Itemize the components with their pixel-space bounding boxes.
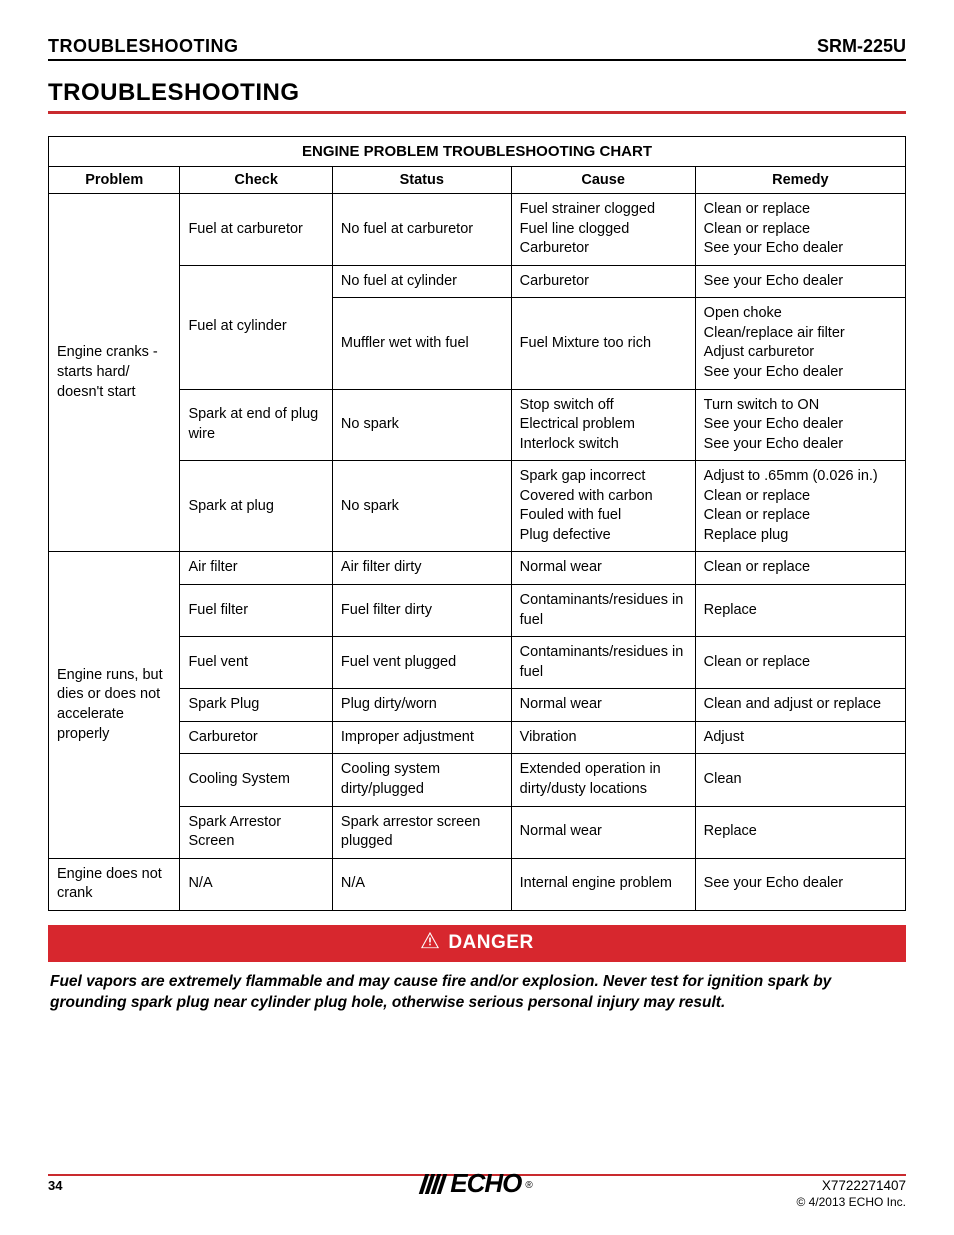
- header-section: TROUBLESHOOTING: [48, 36, 239, 57]
- cell-cause: Vibration: [511, 721, 695, 754]
- cell-status: Improper adjustment: [332, 721, 511, 754]
- table-header-row: Problem Check Status Cause Remedy: [49, 167, 906, 194]
- danger-text: Fuel vapors are extremely flammable and …: [48, 972, 906, 1014]
- cell-cause: Normal wear: [511, 806, 695, 858]
- cell-check: Fuel at carburetor: [180, 194, 332, 266]
- logo-stripes-icon: [419, 1174, 449, 1194]
- cell-status: Fuel filter dirty: [332, 585, 511, 637]
- table-row: Engine does not crankN/AN/AInternal engi…: [49, 858, 906, 910]
- cell-cause: Fuel Mixture too rich: [511, 298, 695, 389]
- cell-status: N/A: [332, 858, 511, 910]
- cell-check: Spark Plug: [180, 689, 332, 722]
- troubleshooting-table: ENGINE PROBLEM TROUBLESHOOTING CHART Pro…: [48, 136, 906, 911]
- cell-status: Spark arrestor screen plugged: [332, 806, 511, 858]
- cell-cause: Fuel strainer cloggedFuel line cloggedCa…: [511, 194, 695, 266]
- cell-status: Air filter dirty: [332, 552, 511, 585]
- cell-remedy: Clean: [695, 754, 905, 806]
- col-header-check: Check: [180, 167, 332, 194]
- cell-problem: Engine runs, but dies or does not accele…: [49, 552, 180, 858]
- cell-remedy: Clean and adjust or replace: [695, 689, 905, 722]
- cell-status: No spark: [332, 461, 511, 552]
- danger-label: DANGER: [448, 932, 533, 954]
- table-row: Engine cranks - starts hard/ doesn't sta…: [49, 194, 906, 266]
- cell-status: No spark: [332, 389, 511, 461]
- cell-remedy: See your Echo dealer: [695, 858, 905, 910]
- cell-check: Fuel vent: [180, 637, 332, 689]
- cell-check: Spark at end of plug wire: [180, 389, 332, 461]
- cell-status: Cooling system dirty/plugged: [332, 754, 511, 806]
- cell-check: Carburetor: [180, 721, 332, 754]
- cell-status: Fuel vent plugged: [332, 637, 511, 689]
- cell-remedy: Open chokeClean/replace air filterAdjust…: [695, 298, 905, 389]
- cell-check: N/A: [180, 858, 332, 910]
- page-header: TROUBLESHOOTING SRM-225U: [48, 36, 906, 61]
- col-header-remedy: Remedy: [695, 167, 905, 194]
- warning-icon: [420, 931, 440, 955]
- table-row: Engine runs, but dies or does not accele…: [49, 552, 906, 585]
- col-header-cause: Cause: [511, 167, 695, 194]
- cell-remedy: Replace: [695, 585, 905, 637]
- logo-text: ECHO: [450, 1168, 521, 1199]
- cell-remedy: Turn switch to ONSee your Echo dealerSee…: [695, 389, 905, 461]
- echo-logo: ECHO ®: [422, 1168, 532, 1199]
- section-title: TROUBLESHOOTING: [48, 79, 906, 114]
- danger-banner: DANGER: [48, 925, 906, 962]
- cell-remedy: Replace: [695, 806, 905, 858]
- cell-check: Air filter: [180, 552, 332, 585]
- cell-status: No fuel at carburetor: [332, 194, 511, 266]
- cell-check: Fuel filter: [180, 585, 332, 637]
- cell-cause: Stop switch offElectrical problemInterlo…: [511, 389, 695, 461]
- cell-cause: Spark gap incorrectCovered with carbonFo…: [511, 461, 695, 552]
- cell-cause: Internal engine problem: [511, 858, 695, 910]
- header-model: SRM-225U: [817, 36, 906, 57]
- cell-remedy: Clean or replace: [695, 552, 905, 585]
- cell-remedy: Adjust: [695, 721, 905, 754]
- cell-remedy: Clean or replaceClean or replaceSee your…: [695, 194, 905, 266]
- cell-cause: Carburetor: [511, 265, 695, 298]
- cell-status: No fuel at cylinder: [332, 265, 511, 298]
- page-footer: ECHO ® 34 X7722271407 © 4/2013 ECHO Inc.: [48, 1174, 906, 1209]
- cell-remedy: See your Echo dealer: [695, 265, 905, 298]
- cell-status: Plug dirty/worn: [332, 689, 511, 722]
- cell-remedy: Clean or replace: [695, 637, 905, 689]
- cell-cause: Normal wear: [511, 552, 695, 585]
- troubleshooting-table-wrap: ENGINE PROBLEM TROUBLESHOOTING CHART Pro…: [48, 136, 906, 911]
- registered-mark: ®: [525, 1180, 531, 1191]
- table-caption: ENGINE PROBLEM TROUBLESHOOTING CHART: [49, 137, 906, 167]
- cell-status: Muffler wet with fuel: [332, 298, 511, 389]
- col-header-problem: Problem: [49, 167, 180, 194]
- cell-check: Fuel at cylinder: [180, 265, 332, 389]
- table-body: Engine cranks - starts hard/ doesn't sta…: [49, 194, 906, 911]
- col-header-status: Status: [332, 167, 511, 194]
- cell-problem: Engine does not crank: [49, 858, 180, 910]
- cell-remedy: Adjust to .65mm (0.026 in.)Clean or repl…: [695, 461, 905, 552]
- cell-cause: Contaminants/residues in fuel: [511, 637, 695, 689]
- cell-cause: Extended operation in dirty/dusty locati…: [511, 754, 695, 806]
- cell-check: Spark at plug: [180, 461, 332, 552]
- logo-wrap: ECHO ®: [48, 1168, 906, 1199]
- cell-cause: Normal wear: [511, 689, 695, 722]
- cell-cause: Contaminants/residues in fuel: [511, 585, 695, 637]
- cell-problem: Engine cranks - starts hard/ doesn't sta…: [49, 194, 180, 552]
- cell-check: Spark Arrestor Screen: [180, 806, 332, 858]
- cell-check: Cooling System: [180, 754, 332, 806]
